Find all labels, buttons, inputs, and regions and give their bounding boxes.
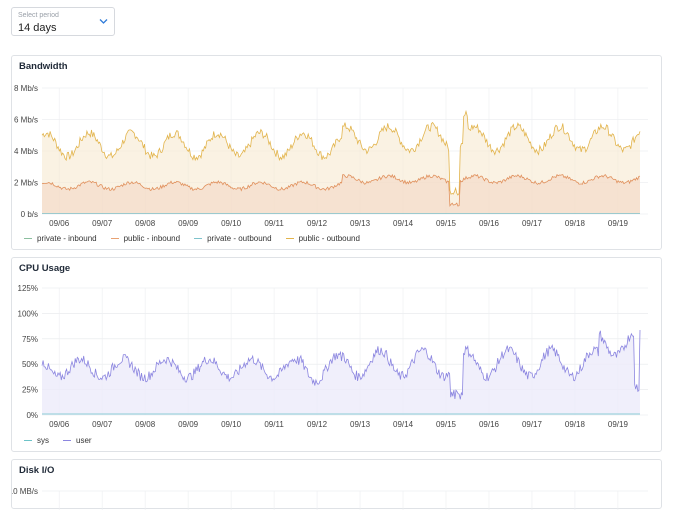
legend-label: public - outbound — [298, 234, 360, 243]
y-tick-label: 25% — [22, 386, 38, 395]
x-tick-label: 09/19 — [608, 420, 629, 429]
x-tick-label: 09/19 — [608, 219, 629, 228]
legend-item[interactable]: public - outbound — [285, 234, 360, 243]
y-tick-label: 2 Mb/s — [14, 179, 38, 188]
public-inbound-line — [41, 173, 641, 207]
x-tick-label: 09/13 — [350, 219, 371, 228]
period-select-label: Select period — [18, 12, 59, 19]
x-tick-label: 09/14 — [393, 219, 414, 228]
x-tick-label: 09/09 — [178, 219, 199, 228]
y-tick-label: 0 b/s — [21, 210, 38, 219]
disk-title: Disk I/O — [19, 465, 55, 476]
x-tick-label: 09/18 — [565, 219, 586, 228]
x-tick-label: 09/06 — [49, 420, 70, 429]
disk-chart: 10 MB/s — [12, 487, 648, 510]
legend-item[interactable]: sys — [24, 436, 49, 445]
y-tick-label: 8 Mb/s — [14, 84, 38, 93]
cpu-title: CPU Usage — [19, 263, 71, 274]
bandwidth-card: Bandwidth 8 Mb/s 6 Mb/s 4 Mb/s 2 Mb/s 0 b/s 0… — [11, 55, 662, 250]
legend-label: private - outbound — [207, 234, 272, 243]
cpu-chart: 125% 100% 75% 50% 25% 0% 09/06 09/07 09/08 09/09 0… — [18, 284, 648, 429]
cpu-card: CPU Usage 125% 100% 75% 50% 25% 0% 09/06 09/07 0… — [11, 257, 662, 452]
x-tick-label: 09/10 — [221, 420, 242, 429]
legend-swatch — [24, 237, 32, 240]
user-area — [42, 330, 640, 415]
y-tick-label: 10 MB/s — [12, 487, 38, 496]
period-select-value: 14 days — [18, 22, 57, 34]
y-tick-label: 4 Mb/s — [14, 147, 38, 156]
x-tick-label: 09/17 — [522, 420, 543, 429]
cpu-legend: sys user — [24, 436, 92, 445]
bandwidth-title: Bandwidth — [19, 61, 68, 72]
bandwidth-chart: 8 Mb/s 6 Mb/s 4 Mb/s 2 Mb/s 0 b/s 09/06 09/07 0… — [14, 84, 648, 228]
legend-label: user — [76, 436, 92, 445]
x-tick-label: 09/13 — [350, 420, 371, 429]
y-tick-label: 50% — [22, 360, 38, 369]
legend-item[interactable]: public - inbound — [110, 234, 181, 243]
x-tick-label: 09/09 — [178, 420, 199, 429]
x-tick-label: 09/10 — [221, 219, 242, 228]
user-line — [41, 329, 641, 400]
y-tick-label: 100% — [18, 309, 38, 318]
public-outbound-line — [41, 109, 641, 196]
period-select[interactable]: Select period 14 days — [11, 7, 115, 36]
legend-item[interactable]: private - outbound — [194, 234, 272, 243]
x-tick-label: 09/11 — [264, 420, 284, 429]
x-tick-label: 09/15 — [436, 219, 457, 228]
x-tick-label: 09/12 — [307, 219, 328, 228]
x-tick-label: 09/18 — [565, 420, 586, 429]
disk-card: Disk I/O 10 MB/s — [11, 459, 662, 510]
legend-label: private - inbound — [37, 234, 97, 243]
legend-swatch — [194, 237, 203, 240]
x-tick-label: 09/14 — [393, 420, 414, 429]
legend-swatch — [285, 237, 294, 240]
bandwidth-legend: private - inbound public - inbound private… — [24, 234, 360, 243]
x-tick-label: 09/08 — [135, 219, 156, 228]
x-tick-label: 09/08 — [135, 420, 156, 429]
legend-item[interactable]: user — [63, 436, 92, 445]
chevron-down-icon — [99, 19, 108, 24]
legend-swatch — [110, 237, 119, 240]
x-tick-label: 09/11 — [264, 219, 284, 228]
x-tick-label: 09/16 — [479, 420, 500, 429]
x-tick-label: 09/12 — [307, 420, 328, 429]
y-tick-label: 0% — [26, 411, 38, 420]
x-tick-label: 09/06 — [49, 219, 70, 228]
legend-swatch — [24, 439, 32, 442]
y-tick-label: 125% — [18, 284, 38, 293]
y-tick-label: 6 Mb/s — [14, 116, 38, 125]
legend-label: public - inbound — [123, 234, 181, 243]
x-tick-label: 09/16 — [479, 219, 500, 228]
public-inbound-area — [42, 174, 640, 214]
x-tick-label: 09/07 — [92, 420, 113, 429]
x-tick-label: 09/15 — [436, 420, 457, 429]
legend-item[interactable]: private - inbound — [24, 234, 97, 243]
y-tick-label: 75% — [22, 335, 38, 344]
x-tick-label: 09/07 — [92, 219, 113, 228]
legend-label: sys — [37, 436, 49, 445]
x-tick-label: 09/17 — [522, 219, 543, 228]
legend-swatch — [63, 439, 71, 442]
